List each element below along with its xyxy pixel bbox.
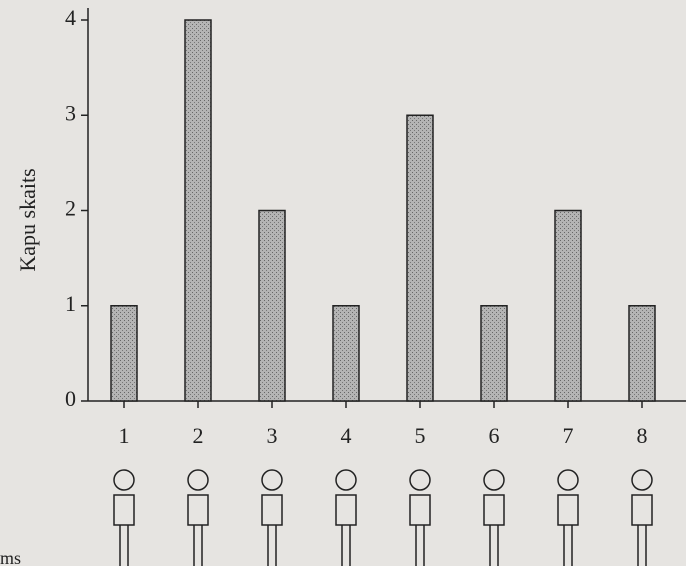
y-axis-label: Kapu skaits xyxy=(15,168,40,271)
bar xyxy=(554,209,582,402)
figure-icon xyxy=(187,469,209,566)
y-tick-label: 1 xyxy=(65,291,76,316)
x-tick-label: 2 xyxy=(193,423,204,448)
figure-head xyxy=(483,469,505,491)
figure-body xyxy=(335,494,357,526)
figure-icon xyxy=(261,469,283,566)
figure-head xyxy=(187,469,209,491)
page-text-fragment: ms xyxy=(0,548,21,566)
figure-body xyxy=(113,494,135,526)
bar xyxy=(184,19,212,402)
bar xyxy=(110,305,138,402)
x-tick-label: 5 xyxy=(415,423,426,448)
x-tick-label: 4 xyxy=(341,423,352,448)
x-tick-label: 3 xyxy=(267,423,278,448)
y-tick-label: 4 xyxy=(65,5,76,30)
figure-icon xyxy=(409,469,431,566)
x-tick-label: 8 xyxy=(637,423,648,448)
figure-head xyxy=(631,469,653,491)
figure-head xyxy=(557,469,579,491)
figure-body xyxy=(261,494,283,526)
figure-head xyxy=(113,469,135,491)
figure-icon xyxy=(335,469,357,566)
figure-body xyxy=(187,494,209,526)
figure-body xyxy=(631,494,653,526)
figure-body xyxy=(409,494,431,526)
figure-head xyxy=(335,469,357,491)
figure-icon xyxy=(483,469,505,566)
y-tick-label: 3 xyxy=(65,100,76,125)
figure-body xyxy=(557,494,579,526)
figure-head xyxy=(261,469,283,491)
figure-icon xyxy=(113,469,135,566)
y-tick-label: 2 xyxy=(65,196,76,221)
bar xyxy=(406,114,434,402)
figure-body xyxy=(483,494,505,526)
x-tick-label: 7 xyxy=(563,423,574,448)
bar xyxy=(332,305,360,402)
bar xyxy=(628,305,656,402)
bar xyxy=(258,209,286,402)
y-tick-label: 0 xyxy=(65,386,76,411)
x-tick-label: 6 xyxy=(489,423,500,448)
figure-icon xyxy=(557,469,579,566)
figure-icon xyxy=(631,469,653,566)
x-tick-label: 1 xyxy=(119,423,130,448)
bar xyxy=(480,305,508,402)
figure-head xyxy=(409,469,431,491)
